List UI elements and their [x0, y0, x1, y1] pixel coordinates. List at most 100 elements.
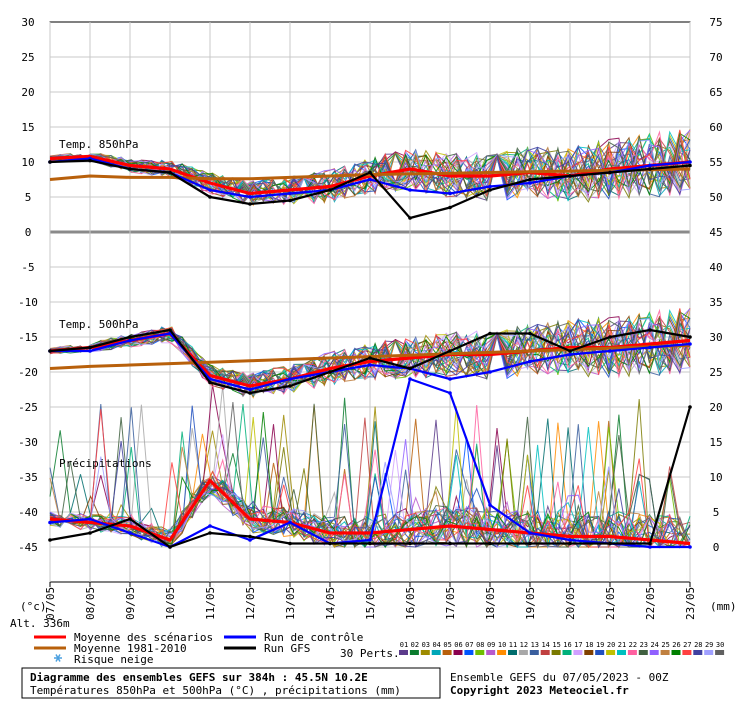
snowflake-arm	[55, 654, 61, 662]
pert-swatch	[497, 650, 507, 655]
altitude-label: Alt. 336m	[10, 617, 70, 630]
series-point	[368, 170, 372, 175]
series-point	[448, 191, 452, 196]
series-point	[208, 188, 212, 192]
series-point	[48, 349, 52, 353]
pert-number-label: 13	[531, 641, 539, 649]
series-point	[568, 352, 572, 357]
series-point	[288, 541, 292, 546]
y-left-tick-label: 25	[21, 51, 34, 64]
series-point	[208, 380, 212, 385]
pert-number-label: 05	[443, 641, 451, 649]
y-left-tick-label: 0	[25, 226, 32, 239]
pert-number-label: 16	[563, 641, 571, 649]
series-point	[48, 520, 52, 525]
series-point	[568, 349, 572, 353]
pert-swatch	[649, 650, 659, 655]
pert-number-label: 21	[618, 641, 626, 649]
series-point	[648, 328, 652, 332]
series-point	[448, 541, 452, 546]
series-point	[88, 517, 92, 521]
x-date-label: 23/05	[684, 587, 697, 620]
y-left-tick-label: -10	[18, 296, 38, 309]
pert-number-label: 02	[411, 641, 419, 649]
pert-number-label: 22	[629, 641, 637, 649]
pert-number-label: 14	[541, 641, 549, 649]
pert-swatch	[715, 650, 725, 655]
series-point	[688, 342, 692, 346]
snowflake-icon	[54, 654, 62, 662]
series-point	[688, 545, 692, 549]
pert-swatch	[409, 650, 419, 655]
series-point	[168, 328, 172, 332]
series-point	[88, 349, 92, 353]
footer-subtitle: Températures 850hPa et 500hPa (°C) , pré…	[30, 684, 401, 697]
pert-swatch	[606, 650, 616, 655]
pert-swatch	[573, 650, 583, 655]
panel-label-t850: Temp. 850hPa	[59, 138, 138, 151]
series-point	[408, 216, 412, 220]
series-point	[48, 160, 52, 164]
pert-swatch	[660, 650, 670, 655]
pert-swatch	[595, 650, 605, 655]
series-point	[288, 191, 292, 196]
legend-label-climo: Moyenne 1981-2010	[74, 642, 187, 655]
pert-number-label: 20	[607, 641, 615, 649]
pert-swatch	[431, 650, 441, 655]
pert-number-label: 09	[487, 641, 495, 649]
pert-swatch	[704, 650, 714, 655]
x-date-label: 13/05	[284, 587, 297, 620]
pert-swatch	[442, 650, 452, 655]
y-right-tick-label: 25	[709, 366, 722, 379]
series-point	[688, 335, 692, 339]
y-right-tick-label: 20	[709, 401, 722, 414]
pert-number-label: 01	[400, 641, 408, 649]
pert-number-label: 28	[694, 641, 702, 649]
x-date-label: 18/05	[484, 587, 497, 620]
series-point	[528, 359, 532, 364]
pert-swatch	[562, 650, 572, 655]
y-left-tick-label: -30	[18, 436, 38, 449]
series-point	[88, 158, 92, 163]
pert-number-label: 19	[596, 641, 604, 649]
series-point	[288, 520, 292, 525]
y-right-tick-label: 5	[713, 506, 720, 519]
x-date-label: 08/05	[84, 587, 97, 620]
pert-swatch	[693, 650, 703, 655]
pert-number-label: 29	[705, 641, 713, 649]
y-left-tick-label: 5	[25, 191, 32, 204]
series-point	[208, 524, 212, 528]
grid-layer	[49, 21, 691, 583]
pert-number-label: 08	[476, 641, 484, 649]
footer-run: Ensemble GEFS du 07/05/2023 - 00Z	[450, 671, 669, 684]
pert-swatch	[584, 650, 594, 655]
panel-label-t500: Temp. 500hPa	[59, 318, 138, 331]
x-date-label: 07/05	[44, 587, 57, 620]
y-right-tick-label: 70	[709, 51, 722, 64]
series-point	[48, 538, 52, 542]
y-right-tick-label: 75	[709, 16, 722, 29]
x-date-label: 12/05	[244, 587, 257, 620]
y-right-tick-label: 50	[709, 191, 722, 204]
legend-label-control: Run de contrôle	[264, 631, 363, 644]
series-point	[328, 541, 332, 546]
pert-number-label: 10	[498, 641, 506, 649]
series-point	[648, 545, 652, 549]
y-right-tick-label: 65	[709, 86, 722, 99]
series-point	[408, 541, 412, 546]
x-date-label: 19/05	[524, 587, 537, 620]
series-point	[488, 370, 492, 374]
pert-number-label: 15	[552, 641, 560, 649]
pert-swatch	[682, 650, 692, 655]
series-point	[568, 541, 572, 546]
footer: Diagramme des ensembles GEFS sur 384h : …	[21, 667, 669, 699]
series-point	[288, 384, 292, 388]
pert-number-label: 07	[465, 641, 473, 649]
series-point	[368, 363, 372, 367]
series-point	[288, 377, 292, 381]
pert-swatch	[638, 650, 648, 655]
pert-swatch	[518, 650, 528, 655]
axes-layer: 302520151050-5-10-15-20-25-30-35-40-4575…	[10, 16, 737, 630]
